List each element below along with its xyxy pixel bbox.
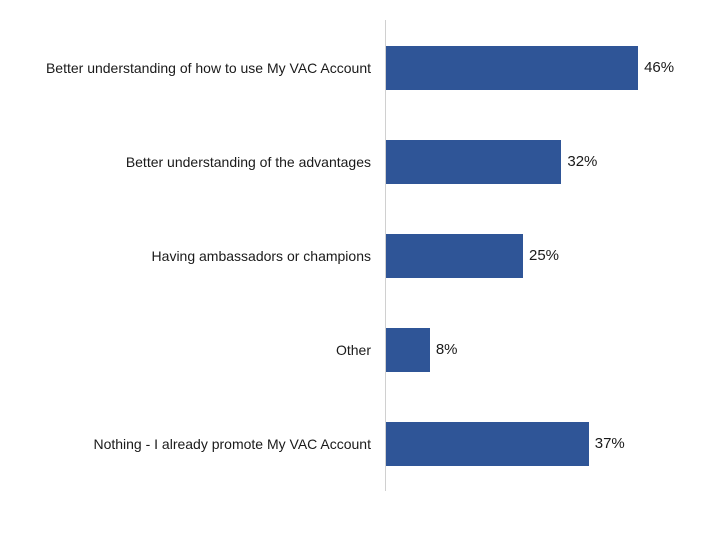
bar <box>386 46 639 90</box>
category-label: Other <box>335 342 371 358</box>
bar-row: Better understanding of how to use My VA… <box>0 46 720 90</box>
value-label: 8% <box>435 341 458 358</box>
category-axis-line <box>385 20 386 491</box>
bar <box>386 234 523 278</box>
value-label: 25% <box>529 247 560 264</box>
category-label: Better understanding of how to use My VA… <box>45 60 371 76</box>
value-label: 32% <box>567 153 598 170</box>
category-label: Having ambassadors or champions <box>151 248 371 264</box>
bar <box>386 140 562 184</box>
bar <box>386 422 589 466</box>
bar-row: Having ambassadors or champions 25% <box>0 234 720 278</box>
category-label: Nothing - I already promote My VAC Accou… <box>93 436 371 452</box>
value-label: 37% <box>594 435 625 452</box>
bar-row: Other 8% <box>0 328 720 372</box>
bar-row: Better understanding of the advantages 32… <box>0 140 720 184</box>
bar <box>386 328 430 372</box>
category-label: Better understanding of the advantages <box>125 154 371 170</box>
bar-row: Nothing - I already promote My VAC Accou… <box>0 422 720 466</box>
value-label: 46% <box>644 59 675 76</box>
